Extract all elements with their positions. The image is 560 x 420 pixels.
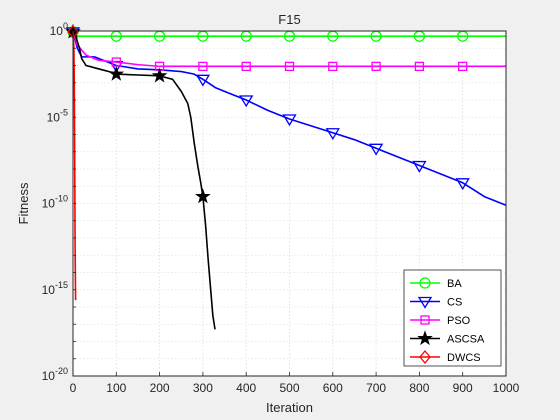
legend-label-ascsa: ASCSA xyxy=(447,334,485,346)
data-point-ascsa xyxy=(151,67,168,83)
data-point-cs xyxy=(455,178,470,191)
x-tick-label: 0 xyxy=(70,381,77,395)
x-tick-label: 100 xyxy=(106,381,126,395)
y-tick-label: 10-5 xyxy=(47,107,68,124)
legend-label-pso: PSO xyxy=(447,315,471,327)
legend-marker-dwcs xyxy=(419,349,431,365)
data-point-cs xyxy=(325,128,340,141)
data-point-pso xyxy=(284,61,295,72)
y-tick-label: 10-15 xyxy=(42,280,68,297)
x-tick-label: 400 xyxy=(236,381,256,395)
data-point-pso xyxy=(241,61,251,72)
legend-label-cs: CS xyxy=(447,297,462,309)
data-point-pso xyxy=(458,61,468,72)
data-point-pso xyxy=(328,61,338,72)
y-tick-label: 10-20 xyxy=(42,366,68,383)
legend-marker-pso xyxy=(420,315,430,325)
data-point-pso xyxy=(371,61,381,72)
series-line-pso xyxy=(72,31,506,68)
data-point-cs xyxy=(239,95,254,108)
data-point-ascsa xyxy=(108,65,125,81)
legend-box xyxy=(403,269,502,367)
series-layer xyxy=(65,23,507,330)
data-point-pso xyxy=(198,61,208,72)
data-point-pso xyxy=(414,61,425,72)
series-line-ascsa xyxy=(72,31,216,330)
series-line-cs xyxy=(72,31,507,206)
data-point-cs xyxy=(282,114,297,127)
data-point-ascsa xyxy=(195,188,211,204)
data-point-cs xyxy=(412,160,427,173)
x-tick-label: 600 xyxy=(323,381,343,395)
legend-marker-ba xyxy=(419,277,431,289)
data-point-cs xyxy=(195,74,211,87)
y-tick-label: 10-10 xyxy=(42,194,68,211)
x-axis-label: Iteration xyxy=(266,400,313,415)
x-tick-label: 1000 xyxy=(493,381,520,395)
legend-label-ba: BA xyxy=(447,278,462,290)
series-pso xyxy=(72,31,506,72)
legend: BA CS PSO ASCSA DWCS xyxy=(403,269,502,367)
legend-marker-cs xyxy=(417,296,433,309)
axis-ticks: 0 100 200 300 400 500 600 700 800 900 1000 100 10-5 1… xyxy=(42,21,520,395)
x-tick-label: 500 xyxy=(279,381,299,395)
data-point-cs xyxy=(368,143,384,156)
y-axis-label: Fitness xyxy=(16,182,31,224)
legend-label-dwcs: DWCS xyxy=(447,352,481,364)
chart-title: F15 xyxy=(278,12,300,27)
x-tick-label: 900 xyxy=(453,381,473,395)
x-tick-label: 300 xyxy=(193,381,213,395)
x-tick-label: 200 xyxy=(150,381,170,395)
legend-marker-ascsa xyxy=(417,330,433,346)
y-tick-label: 100 xyxy=(50,21,68,38)
x-tick-label: 700 xyxy=(366,381,386,395)
x-tick-label: 800 xyxy=(409,381,429,395)
